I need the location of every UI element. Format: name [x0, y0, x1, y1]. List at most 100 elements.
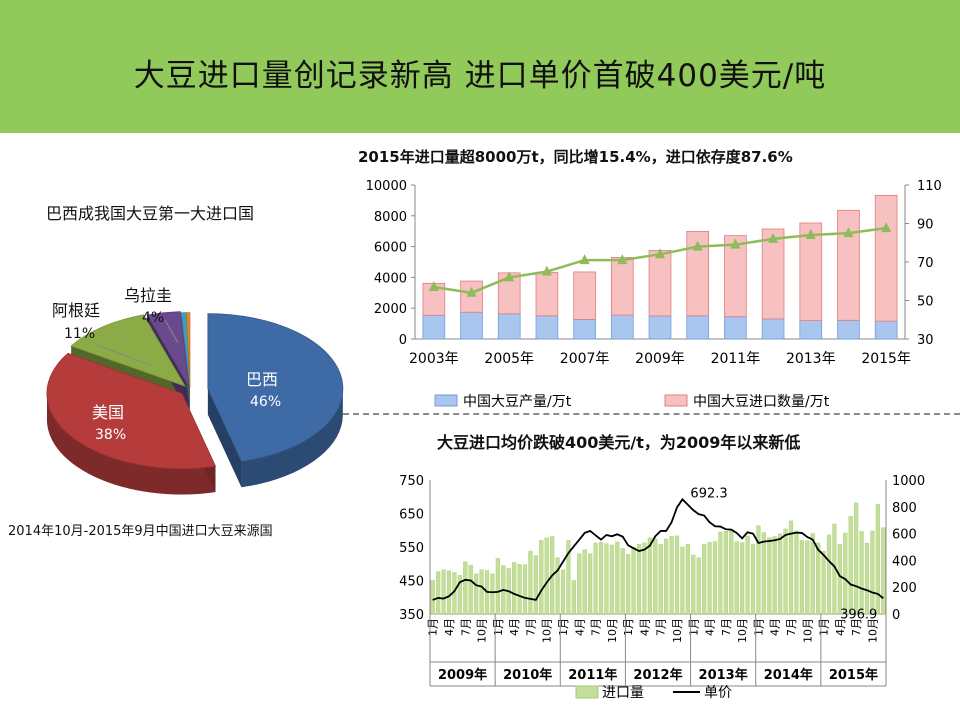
monthly-month-tick-label: 4月: [638, 618, 651, 636]
annual-bar-production: [460, 311, 483, 340]
monthly-month-tick-label: 1月: [492, 618, 505, 636]
annual-dependency-marker: [655, 248, 665, 259]
annual-dependency-marker: [504, 271, 515, 282]
monthly-month-tick-label: 7月: [590, 618, 603, 636]
monthly-volume-bar: [875, 503, 880, 615]
annotation-min-price: 396.9: [840, 607, 877, 622]
monthly-volume-bar: [544, 537, 549, 615]
annual-bar-production: [497, 313, 521, 340]
annual-bar-imports: [874, 194, 898, 322]
monthly-month-tick-label: 7月: [720, 618, 733, 636]
monthly-month-tick-label: 4月: [834, 618, 847, 636]
monthly-volume-bar: [864, 542, 870, 615]
annual-x-tick-label: 2003年: [409, 351, 459, 367]
monthly-year-label: 2015年: [829, 667, 878, 683]
annual-x-tick-label: 2007年: [560, 351, 610, 367]
annual-bar-imports: [573, 271, 596, 320]
annual-bar-imports: [648, 250, 672, 317]
annual-bar-imports: [610, 257, 634, 316]
monthly-month-tick-label: 1月: [752, 618, 765, 636]
annual-x-tick-label: 2005年: [484, 351, 534, 367]
monthly-month-tick-label: 1月: [687, 618, 700, 636]
annual-bar-production: [874, 320, 898, 340]
pie-slice-2: [70, 314, 186, 387]
monthly-volume-bar: [528, 550, 533, 615]
annual-bar-production: [686, 315, 710, 340]
monthly-month-tick-label: 10月: [541, 618, 554, 643]
pie-value-usa: 38%: [95, 427, 127, 443]
annual-bar-production: [573, 318, 596, 340]
annual-dependency-marker: [881, 222, 892, 233]
annual-y2-tick-label: 30: [917, 333, 934, 348]
monthly-volume-bar: [810, 533, 815, 615]
pie-label-usa: 美国: [92, 403, 125, 422]
page-title: 大豆进口量创记录新高 进口单价首破400美元/吨: [133, 58, 827, 94]
annual-bar-production: [422, 314, 446, 340]
annual-bar-imports: [837, 209, 860, 321]
monthly-volume-bar: [821, 551, 826, 615]
monthly-month-tick-label: 7月: [524, 618, 537, 636]
annual-x-tick-label: 2015年: [861, 351, 911, 367]
monthly-volume-bar: [696, 557, 701, 615]
monthly-volume-bar: [588, 553, 593, 615]
monthly-y-tick-label: 350: [399, 608, 424, 623]
monthly-volume-bar: [582, 549, 587, 615]
pie-slice-side: [241, 390, 343, 488]
annual-chart: 0 2000 4000 6000 8000 10000 30 50 70 90 110 2003年 20…: [366, 179, 942, 410]
monthly-y-tick-label: 550: [399, 541, 424, 556]
monthly-volume-bar: [631, 547, 636, 615]
monthly-volume-bar: [848, 516, 853, 615]
monthly-volume-bar: [805, 540, 810, 615]
monthly-volume-bar: [495, 558, 500, 615]
monthly-volume-bar: [555, 557, 560, 615]
monthly-volume-bar: [636, 544, 642, 615]
annual-bar-production: [761, 318, 785, 340]
annual-bar-production: [837, 319, 860, 340]
pie-leader-argentina: [96, 344, 151, 366]
monthly-volume-bar: [756, 525, 761, 615]
monthly-volume-bar: [854, 502, 859, 615]
annual-legend-label: 中国大豆进口数量/万t: [693, 394, 830, 410]
monthly-volume-bar: [772, 536, 777, 615]
monthly-y2-tick-label: 800: [892, 501, 917, 516]
monthly-month-tick-label: 1月: [622, 618, 635, 636]
monthly-volume-bar: [664, 538, 669, 615]
annual-y-tick-label: 6000: [374, 241, 407, 256]
monthly-volume-bar: [843, 532, 848, 615]
monthly-volume-bar: [761, 532, 766, 615]
monthly-month-tick-label: 10月: [866, 618, 879, 643]
monthly-volume-bar: [734, 541, 739, 615]
annual-y-tick-label: 4000: [374, 271, 407, 286]
annual-bar-imports: [724, 235, 747, 318]
monthly-month-tick-label: 1月: [818, 618, 831, 636]
annual-chart-title: 2015年进口量超8000万t，同比增15.4%，进口依存度87.6%: [358, 148, 793, 166]
pie-slice-3: [146, 311, 190, 387]
pie-label-brazil: 巴西: [246, 370, 279, 389]
monthly-volume-bar: [788, 520, 794, 615]
annual-dependency-marker: [541, 265, 552, 276]
monthly-year-label: 2014年: [764, 667, 813, 683]
monthly-volume-bar: [767, 537, 772, 615]
annual-bar-production: [535, 315, 559, 340]
monthly-month-tick-label: 4月: [443, 618, 456, 636]
monthly-volume-bar: [674, 535, 680, 615]
monthly-volume-bar: [799, 540, 804, 615]
annual-bar-imports: [686, 230, 710, 317]
monthly-volume-bar: [615, 541, 620, 615]
annual-dependency-marker: [843, 227, 854, 238]
annual-y2-tick-label: 90: [917, 218, 934, 233]
annual-legend-swatch: [434, 394, 458, 407]
monthly-volume-bar: [577, 553, 582, 615]
monthly-volume-bar: [512, 562, 517, 615]
annual-dependency-marker: [692, 240, 703, 251]
monthly-volume-bar: [881, 527, 886, 615]
monthly-volume-bar: [870, 530, 875, 615]
annual-x-tick-label: 2013年: [786, 351, 836, 367]
monthly-volume-bar: [593, 542, 598, 615]
monthly-volume-bar: [560, 569, 566, 615]
annual-legend-label: 中国大豆产量/万t: [463, 394, 572, 410]
monthly-month-tick-label: 7月: [850, 618, 863, 636]
monthly-y2-tick-label: 0: [892, 608, 900, 623]
annotation-max-price: 692.3: [690, 486, 727, 501]
annual-dependency-marker: [428, 281, 439, 292]
